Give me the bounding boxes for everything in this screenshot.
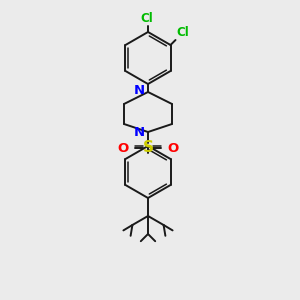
Text: S: S — [142, 140, 154, 155]
Text: N: N — [134, 85, 145, 98]
Text: Cl: Cl — [176, 26, 189, 39]
Text: N: N — [134, 127, 145, 140]
Text: Cl: Cl — [141, 12, 153, 25]
Text: O: O — [167, 142, 178, 154]
Text: O: O — [118, 142, 129, 154]
